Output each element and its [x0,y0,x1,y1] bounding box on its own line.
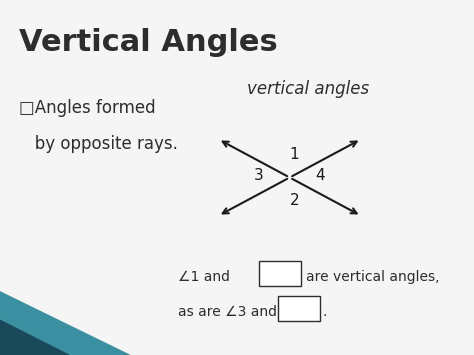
Polygon shape [0,320,70,355]
Text: .: . [322,305,327,320]
Polygon shape [0,291,131,355]
Text: Vertical Angles: Vertical Angles [18,28,277,58]
Text: by opposite rays.: by opposite rays. [18,135,178,153]
FancyBboxPatch shape [259,261,301,286]
Text: 3: 3 [254,168,264,183]
FancyBboxPatch shape [278,296,320,321]
Text: vertical angles: vertical angles [247,80,369,98]
Text: as are ∠3 and: as are ∠3 and [178,305,276,320]
Text: ∠1 and: ∠1 and [178,270,229,284]
Text: are vertical angles,: are vertical angles, [306,270,439,284]
Text: 4: 4 [315,168,325,183]
Text: 2: 2 [290,193,299,208]
Text: □Angles formed: □Angles formed [18,99,155,118]
Text: 1: 1 [290,147,299,162]
